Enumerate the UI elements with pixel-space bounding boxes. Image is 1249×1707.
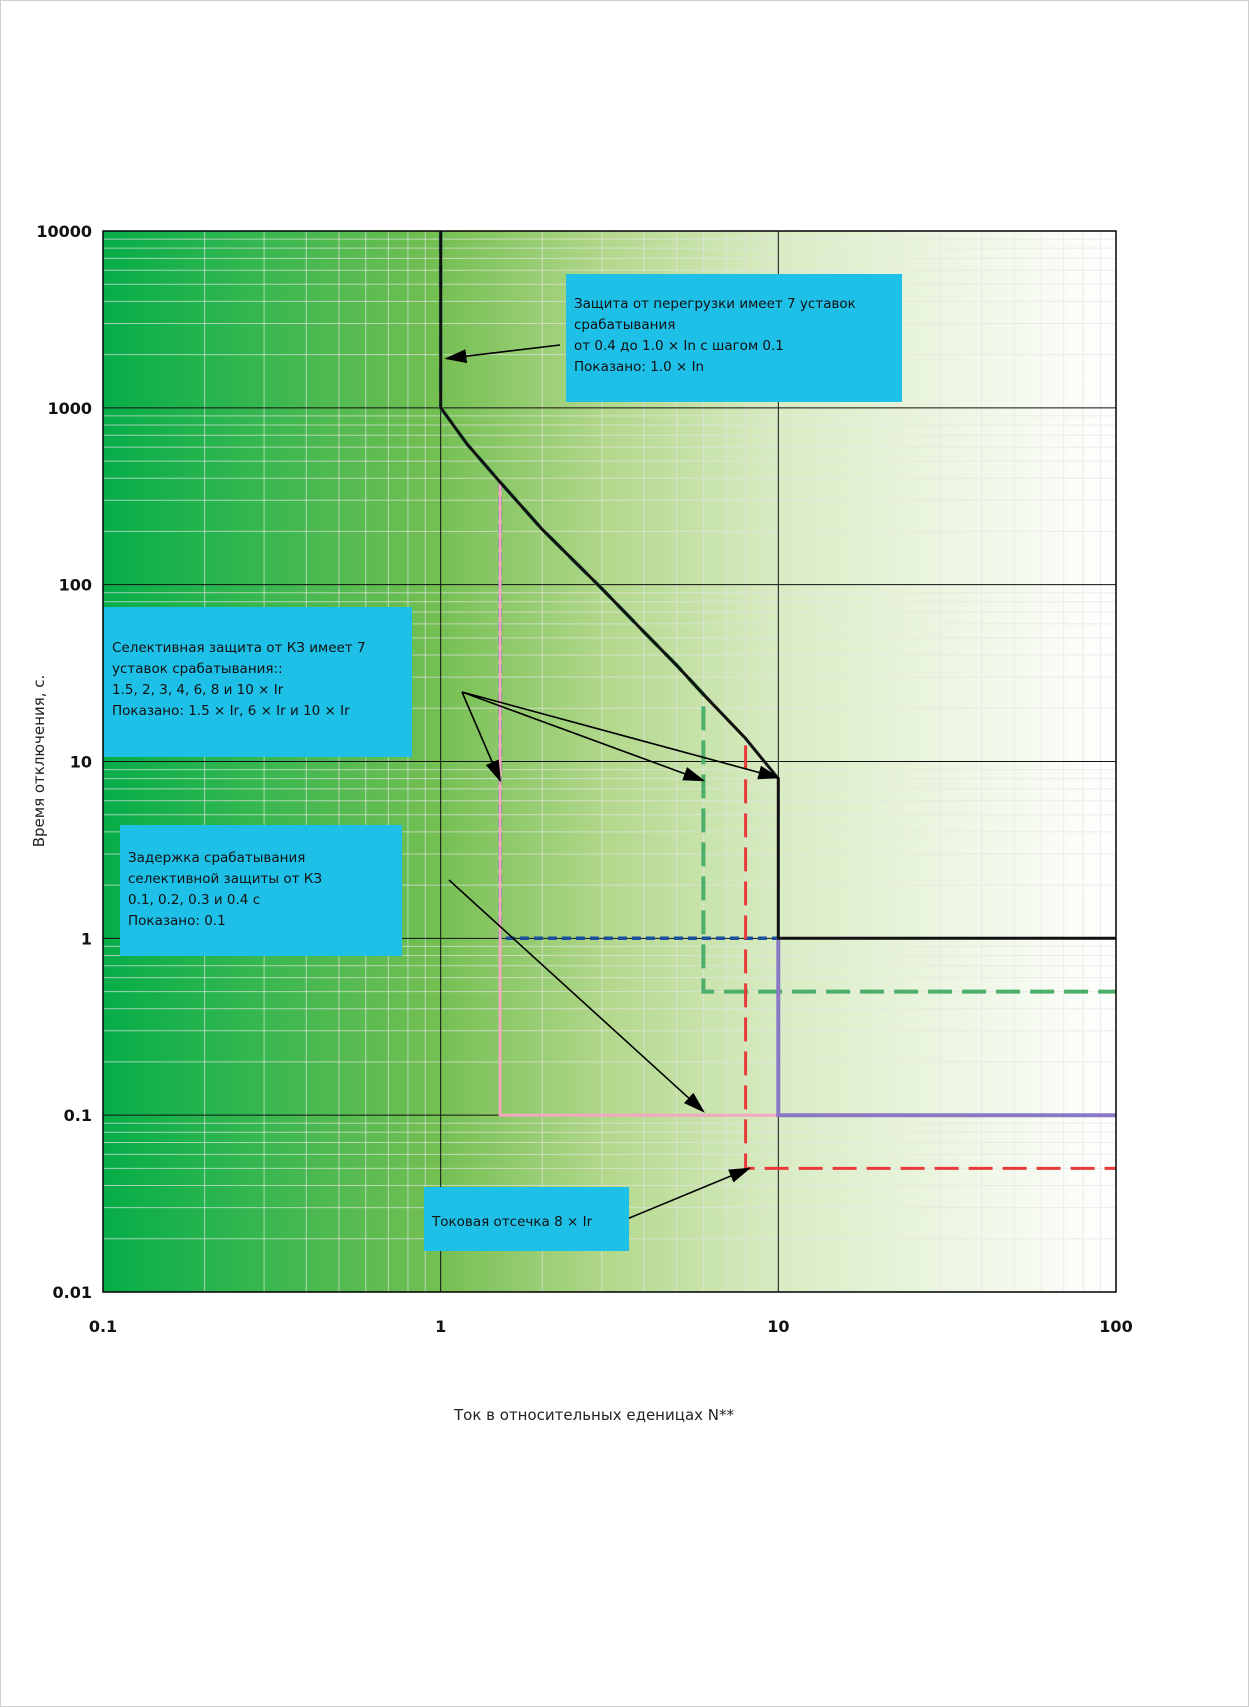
x-tick-label: 100 <box>1099 1317 1132 1336</box>
y-tick-label: 100 <box>59 576 92 595</box>
annotation-line: Задержка срабатывания <box>128 850 306 866</box>
delay-annotation: Задержка срабатывания селективной защиты… <box>120 825 402 956</box>
annotation-line: Защита от перегрузки имеет 7 уставок <box>574 296 856 312</box>
instantaneous-annotation: Токовая отсечка 8 × Ir <box>424 1187 629 1251</box>
annotation-line: Показано: 0.1 <box>128 913 226 929</box>
y-tick-label: 1 <box>81 929 92 948</box>
y-tick-label: 10 <box>70 753 92 772</box>
annotation-arrow <box>444 344 561 364</box>
tick-labels: 0.1 1 10 100 0.01 0.1 1 10 100 1000 10000 <box>36 222 1132 1336</box>
x-axis-label: Ток в относительных еденицах N** <box>453 1406 735 1424</box>
x-tick-label: 10 <box>767 1317 789 1336</box>
annotation-line: от 0.4 до 1.0 × In с шагом 0.1 <box>574 338 784 354</box>
annotation-arrow <box>461 691 706 782</box>
annotation-arrows <box>444 344 781 1220</box>
y-tick-label: 0.01 <box>53 1283 92 1302</box>
annotation-line: Селективная защита от КЗ имеет 7 <box>112 640 366 656</box>
x-tick-label: 0.1 <box>89 1317 117 1336</box>
annotation-line: 0.1, 0.2, 0.3 и 0.4 с <box>128 892 261 908</box>
annotation-arrow <box>461 691 781 780</box>
trip-curve-series <box>776 938 1116 1118</box>
annotation-line: срабатывания <box>574 317 676 333</box>
y-tick-label: 1000 <box>47 399 92 418</box>
y-tick-label: 10000 <box>36 222 92 241</box>
trip-curve-series <box>702 693 1116 1170</box>
annotation-line: селективной защиты от КЗ <box>128 871 322 887</box>
annotation-line: 1.5, 2, 3, 4, 6, 8 и 10 × Ir <box>112 682 284 698</box>
overload-annotation: Защита от перегрузки имеет 7 уставок сра… <box>566 274 902 402</box>
short-circuit-annotation: Селективная защита от КЗ имеет 7 уставок… <box>104 607 412 757</box>
annotation-line: уставок срабатывания:: <box>112 661 283 677</box>
annotation-line: Показано: 1.0 × In <box>574 359 705 375</box>
annotation-arrow <box>461 691 501 783</box>
annotation-line: Токовая отсечка 8 × Ir <box>432 1214 593 1230</box>
y-axis-label: Время отключения, с. <box>30 675 48 848</box>
annotation-line: Показано: 1.5 × Ir, 6 × Ir и 10 × Ir <box>112 703 350 719</box>
annotation-arrow <box>626 1167 752 1220</box>
y-tick-label: 0.1 <box>64 1106 92 1125</box>
annotation-arrow <box>448 879 705 1113</box>
plot-frame <box>102 230 1117 1293</box>
x-tick-label: 1 <box>435 1317 446 1336</box>
